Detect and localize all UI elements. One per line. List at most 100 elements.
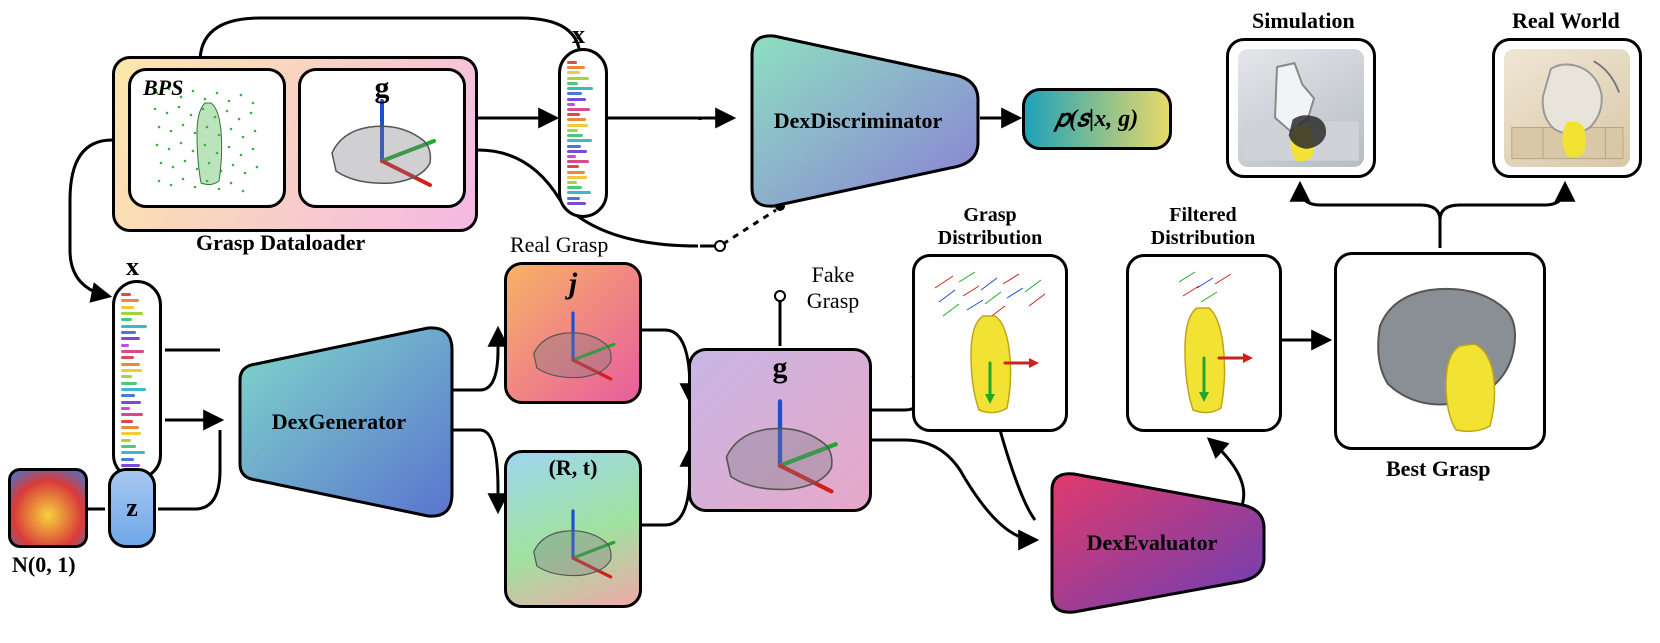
fake-grasp-label: Fake Grasp	[798, 262, 868, 314]
simulation-image-placeholder	[1238, 49, 1365, 167]
feature-bar	[567, 108, 590, 111]
feature-bar	[567, 87, 593, 90]
dex-evaluator-label: DexEvaluator	[1036, 468, 1268, 618]
feature-bar	[121, 318, 132, 321]
feature-bar	[121, 445, 136, 448]
feature-bar	[567, 191, 591, 194]
j-label: j	[507, 267, 639, 301]
feature-bar	[567, 171, 585, 174]
feature-bar	[567, 165, 579, 168]
feature-bar	[121, 458, 134, 461]
feature-bar	[567, 145, 581, 148]
grasp-distribution-label: Grasp Distribution	[920, 204, 1060, 250]
feature-bar	[121, 363, 140, 366]
feature-bar	[121, 464, 140, 467]
feature-bar	[567, 92, 582, 95]
feature-bar	[121, 382, 137, 385]
probability-label: 𝑝(𝑠|x, g)	[1056, 106, 1139, 133]
best-grasp	[1334, 252, 1546, 450]
hand-axes-icon	[518, 292, 628, 392]
feature-bar	[567, 197, 580, 200]
real-grasp-label: Real Grasp	[510, 232, 608, 258]
feature-bar	[121, 426, 139, 429]
rt-label: (R, t)	[507, 455, 639, 481]
dex-generator: DexGenerator	[222, 322, 456, 522]
feature-bar	[567, 77, 589, 80]
feature-bar	[567, 202, 586, 205]
probability-block: 𝑝(𝑠|x, g)	[1022, 88, 1172, 150]
noise-label: N(0, 1)	[12, 552, 76, 578]
feature-bar	[121, 407, 130, 410]
g-dataloader-label: g	[301, 71, 463, 105]
real-world-image-placeholder	[1504, 49, 1631, 167]
feature-bar	[121, 344, 129, 347]
x-left-label: x	[126, 252, 139, 282]
feature-bar	[121, 337, 140, 340]
x-top-label: x	[572, 20, 585, 50]
feature-bar	[121, 432, 141, 435]
grasp-dataloader-label: Grasp Dataloader	[196, 230, 365, 256]
g-dataloader-panel: g	[298, 68, 466, 208]
feature-bar	[121, 369, 142, 372]
feature-bar	[121, 388, 146, 391]
feature-bar	[121, 420, 133, 423]
feature-bar	[567, 129, 578, 132]
z-vector: z	[108, 468, 156, 548]
x-vector-left	[112, 280, 162, 480]
feature-bar	[567, 134, 583, 137]
feature-bar	[121, 413, 143, 416]
g-block-label: g	[691, 351, 869, 385]
feature-bar	[567, 66, 585, 69]
bps-panel: BPS	[128, 68, 286, 208]
feature-bar	[567, 160, 589, 163]
feature-bar	[567, 139, 592, 142]
simulation-panel	[1226, 38, 1376, 178]
real-world-label: Real World	[1512, 8, 1620, 34]
grasp-dist-icon	[925, 268, 1055, 418]
feature-bar	[121, 375, 132, 378]
g-block: g	[688, 348, 872, 512]
dex-discriminator-label: DexDiscriminator	[734, 28, 982, 214]
feature-bar	[567, 103, 575, 106]
dex-generator-label: DexGenerator	[222, 322, 456, 522]
feature-bar	[121, 356, 134, 359]
grasp-distribution	[912, 254, 1068, 432]
rt-block: (R, t)	[504, 450, 642, 608]
feature-bar	[121, 325, 147, 328]
filtered-distribution-label: Filtered Distribution	[1128, 204, 1278, 250]
feature-bar	[121, 331, 136, 334]
feature-bar	[567, 155, 576, 158]
feature-bar	[121, 350, 144, 353]
dex-evaluator: DexEvaluator	[1036, 468, 1268, 618]
hand-axes-icon	[518, 485, 628, 595]
feature-bar	[567, 61, 577, 64]
hand-axes-icon	[705, 381, 855, 501]
feature-bar	[121, 306, 134, 309]
feature-bar	[567, 176, 587, 179]
feature-bar	[121, 312, 143, 315]
feature-bar	[567, 98, 586, 101]
simulation-label: Simulation	[1252, 8, 1355, 34]
feature-bar	[121, 394, 135, 397]
feature-bar	[567, 118, 586, 121]
dex-discriminator: DexDiscriminator	[734, 28, 982, 214]
z-label: z	[126, 493, 138, 523]
feature-bar	[567, 186, 582, 189]
feature-bar	[567, 71, 580, 74]
feature-bar	[567, 113, 580, 116]
feature-bar	[567, 124, 588, 127]
x-vector-top	[558, 48, 608, 218]
feature-bar	[121, 299, 139, 302]
feature-bar	[121, 293, 131, 296]
feature-bar	[121, 401, 141, 404]
feature-bar	[121, 451, 145, 454]
feature-bar	[567, 150, 587, 153]
filtered-dist-icon	[1139, 268, 1269, 418]
feature-bar	[567, 181, 577, 184]
feature-bar	[121, 439, 131, 442]
feature-bar	[567, 82, 578, 85]
best-grasp-icon	[1350, 266, 1530, 436]
j-block: j	[504, 262, 642, 404]
noise-block	[8, 468, 88, 548]
bps-label: BPS	[143, 75, 183, 101]
